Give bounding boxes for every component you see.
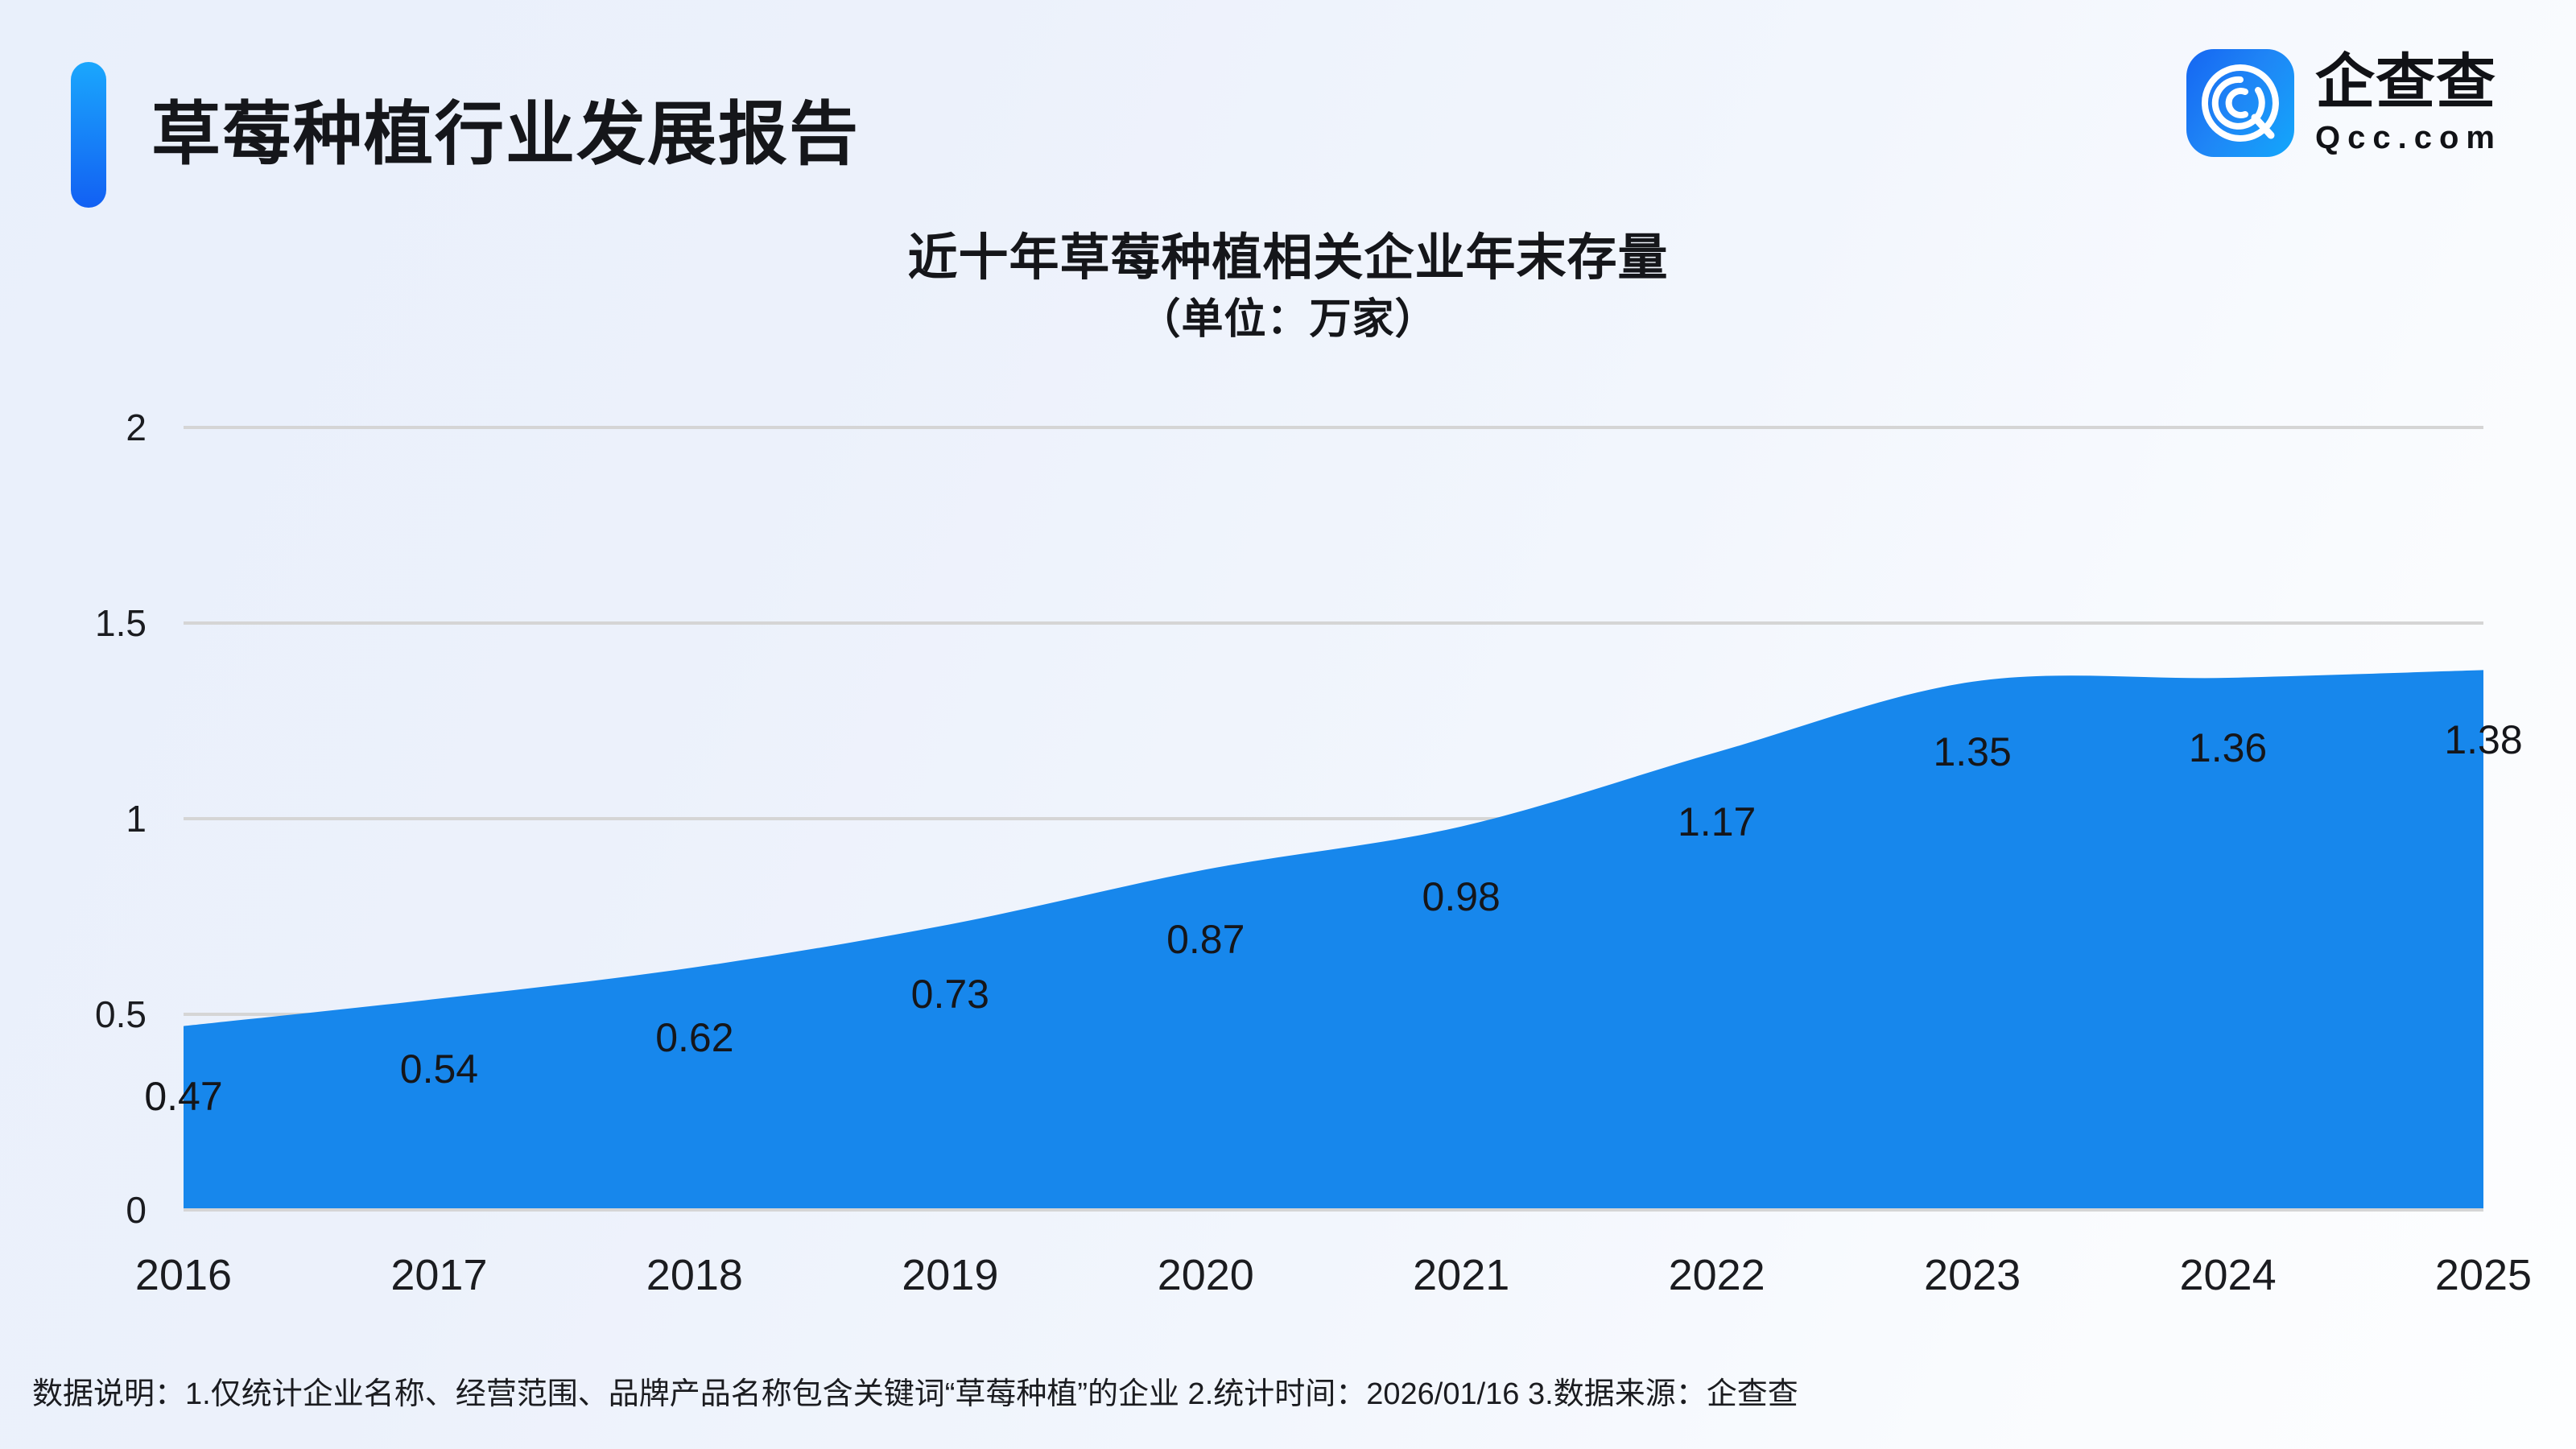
page-header: 草莓种植行业发展报告 企查查 Qcc.com — [0, 0, 2576, 242]
x-axis-tick-label: 2018 — [646, 1251, 743, 1299]
brand-logo: 企查查 Qcc.com — [2186, 47, 2502, 159]
x-axis-tick-label: 2021 — [1413, 1251, 1510, 1299]
y-axis-tick-label: 0.5 — [95, 993, 147, 1035]
data-point-label: 0.54 — [399, 1046, 479, 1092]
chart-subtitle: （单位：万家） — [1138, 296, 1438, 343]
y-axis-tick-label: 2 — [126, 407, 147, 448]
data-point-label: 1.17 — [1677, 799, 1757, 845]
x-axis-tick-label: 2017 — [390, 1251, 488, 1299]
x-axis-tick-label: 2022 — [1668, 1251, 1765, 1299]
y-axis-tick-label: 1.5 — [95, 602, 147, 644]
data-point-label: 0.98 — [1422, 873, 1501, 919]
title-accent-bar — [71, 62, 106, 208]
x-axis-tick-label: 2025 — [2434, 1251, 2533, 1299]
series-area — [184, 670, 2483, 1210]
data-point-label: 1.38 — [2444, 717, 2523, 763]
footer-note: 数据说明：1.仅统计企业名称、经营范围、品牌产品名称包含关键词“草莓种植”的企业… — [32, 1377, 1798, 1411]
x-axis-tick-label: 2019 — [902, 1251, 999, 1299]
y-axis-tick-label: 0 — [126, 1189, 147, 1231]
brand-name-en: Qcc.com — [2315, 120, 2502, 155]
chart-title: 近十年草莓种植相关企业年末存量 — [907, 230, 1669, 286]
data-point-label: 1.35 — [1933, 729, 2012, 774]
x-axis-tick-label: 2016 — [134, 1251, 233, 1299]
brand-name-cn: 企查查 — [2315, 48, 2497, 115]
qcc-logo-icon — [2186, 49, 2295, 157]
data-point-label: 1.36 — [2188, 725, 2268, 771]
x-axis-tick-label: 2023 — [1924, 1251, 2021, 1299]
x-axis-tick-label: 2024 — [2179, 1251, 2277, 1299]
chart-title-block: 近十年草莓种植相关企业年末存量 （单位：万家） — [0, 227, 2576, 349]
brand-logo-text: 企查查 Qcc.com — [2315, 48, 2502, 155]
data-point-label: 0.73 — [910, 972, 989, 1018]
y-axis-tick-label: 1 — [126, 798, 147, 840]
data-point-label: 0.47 — [144, 1073, 223, 1119]
data-point-label: 0.87 — [1166, 917, 1245, 963]
page-title: 草莓种植行业发展报告 — [151, 96, 860, 173]
data-point-label: 0.62 — [655, 1014, 734, 1060]
x-axis-tick-label: 2020 — [1157, 1251, 1254, 1299]
